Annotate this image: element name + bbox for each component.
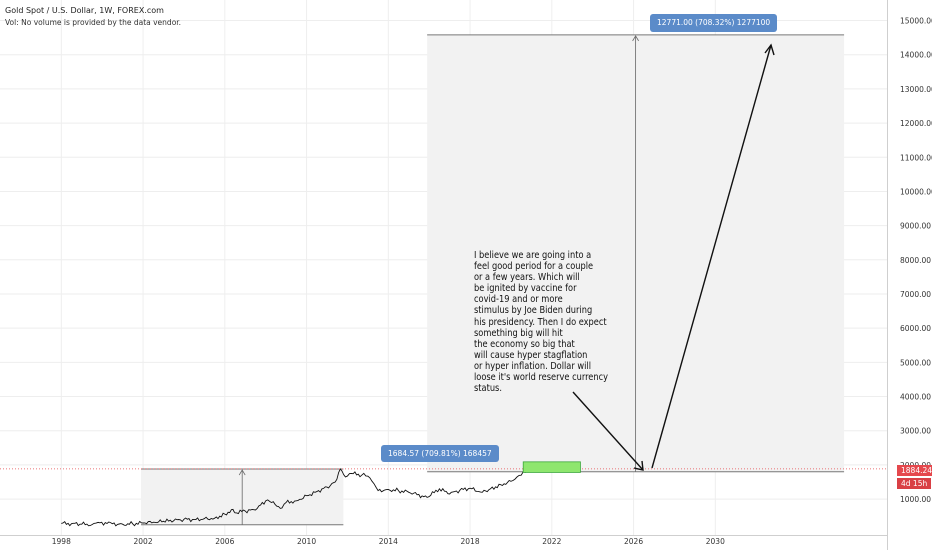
y-tick-label: 3000.00 (900, 427, 931, 436)
annotation-line: something big will hit (474, 327, 563, 339)
annotation-line: or a few years. Which will (474, 272, 580, 284)
last-price-tag: 1884.24 (897, 465, 932, 476)
annotation-arrowhead (633, 460, 644, 471)
y-tick-label: 14000.00 (900, 51, 932, 60)
price-line (61, 468, 528, 527)
y-tick-label: 9000.00 (900, 222, 931, 231)
y-tick-label: 6000.00 (900, 324, 931, 333)
x-tick-label: 2030 (706, 537, 725, 546)
y-tick-label: 4000.00 (900, 393, 931, 402)
x-tick-label: 1998 (52, 537, 71, 546)
annotation-line: status. (474, 383, 502, 395)
x-tick-label: 2018 (461, 537, 480, 546)
projection-arrowhead (764, 43, 775, 56)
y-tick-label: 1000.00 (900, 495, 931, 504)
measure-label-second[interactable]: 12771.00 (708.32%) 1277100 (650, 14, 778, 32)
current-price-highlight (522, 461, 581, 473)
y-tick-label: 7000.00 (900, 290, 931, 299)
y-tick-label: 15000.00 (900, 17, 932, 26)
time-axis[interactable]: 1998 2002 2006 2010 2014 2018 2022 2026 2030 (52, 537, 725, 546)
annotation-line: be ignited by vaccine for (474, 283, 577, 295)
y-tick-label: 10000.00 (900, 187, 932, 196)
price-axis[interactable]: 1000.002000.003000.004000.005000.006000.… (900, 17, 932, 505)
y-tick-label: 13000.00 (900, 85, 932, 94)
annotation-line: feel good period for a couple (474, 261, 594, 273)
annotation-arrow (572, 391, 644, 471)
price-series (61, 468, 528, 527)
y-tick-label: 5000.00 (900, 358, 931, 367)
x-tick-label: 2026 (624, 537, 643, 546)
y-tick-label: 11000.00 (900, 153, 932, 162)
annotation-line: will cause hyper stagflation (474, 349, 588, 361)
x-tick-label: 2006 (215, 537, 234, 546)
x-tick-label: 2014 (379, 537, 398, 546)
annotation-line: the economy so big that (474, 338, 575, 350)
volume-notice: Vol: No volume is provided by the data v… (5, 18, 182, 27)
y-tick-label: 8000.00 (900, 256, 931, 265)
x-tick-label: 2022 (542, 537, 561, 546)
measure-label-first[interactable]: 1684.57 (709.81%) 168457 (381, 445, 499, 462)
annotation-line: loose it's world reserve currency (474, 372, 609, 384)
annotation-line: his presidency. Then I do expect (474, 316, 607, 328)
measure-range-arrowhead (632, 35, 639, 42)
annotation-line: I believe we are going into a (474, 250, 592, 261)
symbol-title[interactable]: Gold Spot / U.S. Dollar, 1W, FOREX.com (5, 6, 164, 15)
measure-ranges (141, 34, 845, 526)
y-tick-label: 12000.00 (900, 119, 932, 128)
annotation-line: covid-19 and or more (474, 294, 563, 306)
annotation-line: stimulus by Joe Biden during (474, 305, 593, 317)
x-tick-label: 2002 (134, 537, 153, 546)
annotation-line: or hyper inflation. Dollar will (474, 360, 591, 372)
bar-countdown-tag: 4d 15h (897, 478, 932, 489)
annotation-text[interactable]: I believe we are going into a feel good p… (474, 250, 615, 394)
projection-arrow (651, 44, 772, 469)
annotation-lines (0, 43, 887, 473)
x-tick-label: 2010 (297, 537, 316, 546)
measure-range-arrowhead (238, 469, 246, 476)
